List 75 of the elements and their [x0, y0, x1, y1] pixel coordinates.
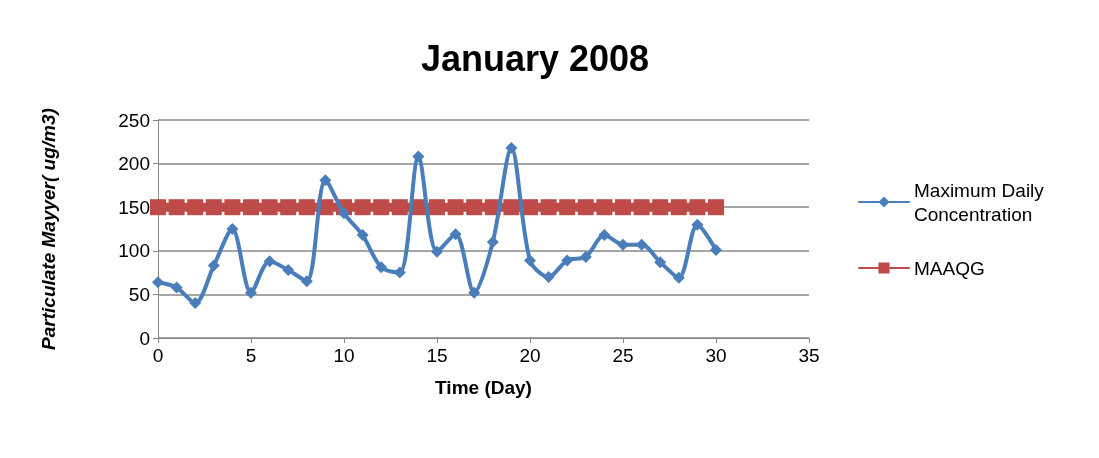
point: [375, 261, 388, 274]
point: [633, 199, 650, 216]
x-tick-label: 35: [798, 345, 820, 366]
point: [524, 254, 536, 267]
point: [373, 199, 390, 216]
point: [152, 276, 164, 289]
point: [207, 259, 220, 272]
point: [263, 255, 276, 268]
point: [540, 199, 557, 216]
point: [486, 236, 499, 249]
point: [615, 199, 631, 216]
point: [447, 199, 464, 216]
point: [598, 229, 611, 242]
point: [319, 174, 332, 187]
point: [354, 199, 371, 216]
point: [542, 270, 555, 283]
y-tick-label: 50: [128, 283, 150, 305]
point: [189, 297, 202, 310]
x-tick-label: 20: [519, 345, 541, 366]
y-tick-label: 200: [118, 153, 150, 175]
point: [559, 199, 576, 216]
point: [280, 199, 297, 216]
point: [150, 199, 166, 216]
y-axis-title: Particulate Mayyer( ug/m3): [38, 108, 59, 350]
point: [300, 275, 313, 288]
legend-label: MAAQG: [914, 257, 985, 279]
x-tick-label: 0: [152, 345, 164, 366]
x-tick-label: 5: [245, 345, 257, 366]
y-tick-label: 0: [139, 327, 150, 349]
point: [710, 243, 722, 256]
point: [561, 254, 574, 267]
point: [577, 199, 594, 216]
point: [298, 199, 315, 216]
point: [672, 271, 685, 284]
point: [168, 199, 185, 216]
point: [261, 199, 278, 216]
point: [449, 228, 462, 241]
point: [466, 199, 483, 216]
point: [505, 141, 518, 154]
point: [224, 199, 241, 216]
x-tick-label: 30: [705, 345, 727, 366]
point: [652, 199, 669, 216]
point: [579, 250, 592, 263]
x-tick-label: 10: [333, 345, 355, 366]
x-tick-label: 15: [426, 345, 448, 366]
point: [338, 207, 350, 220]
point: [708, 199, 724, 216]
chart-title: January 2008: [420, 37, 650, 79]
point: [412, 150, 425, 163]
point: [670, 199, 687, 216]
point: [429, 199, 445, 216]
point: [689, 199, 706, 216]
point: [391, 199, 408, 216]
point: [654, 256, 667, 269]
y-tick-label: 150: [118, 196, 150, 218]
point: [243, 199, 259, 216]
point: [691, 218, 704, 231]
point: [245, 286, 257, 299]
point: [187, 199, 204, 216]
legend-label: Maximum Daily Concentration: [914, 179, 1050, 225]
x-tick-label: 25: [612, 345, 634, 366]
point: [468, 286, 481, 299]
point: [431, 245, 443, 258]
point: [170, 281, 183, 294]
y-tick-label: 100: [118, 240, 150, 262]
x-axis-title: Time (Day): [435, 377, 532, 398]
point: [503, 199, 520, 216]
point: [226, 223, 239, 235]
point: [282, 263, 295, 276]
point: [522, 199, 538, 216]
point: [617, 238, 629, 251]
point: [205, 199, 222, 216]
point: [356, 229, 369, 242]
point: [596, 199, 613, 216]
y-tick-label: 250: [118, 109, 150, 131]
